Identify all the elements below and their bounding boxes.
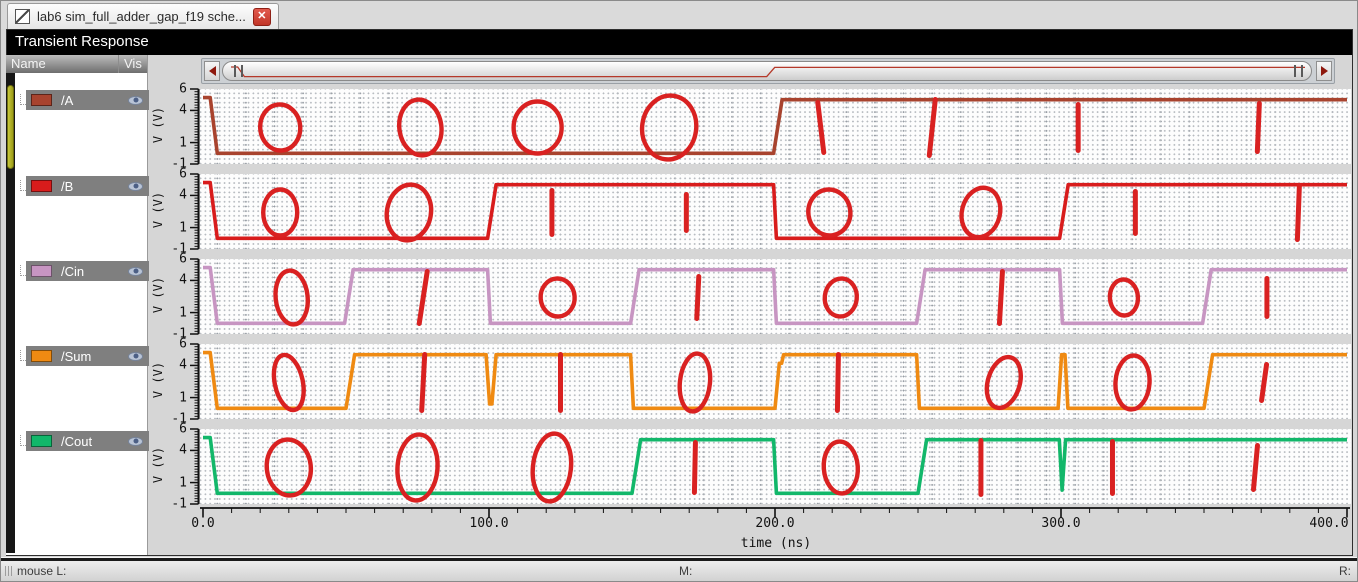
signal-row-Cout[interactable]: /Cout [26, 431, 149, 451]
plot-title: Transient Response [15, 33, 149, 50]
status-mouse-right: R: [1339, 564, 1351, 578]
y-tick-label: 4 [179, 272, 187, 288]
y-tick-label: 1 [179, 305, 187, 321]
tab-bar: lab6 sim_full_adder_gap_f19 sche... ✕ [1, 1, 1357, 29]
signal-panel-header: Name Vis [6, 55, 147, 73]
tree-branch-dots [20, 94, 26, 105]
signal-panel: Name Vis /A/B/Cin/Sum/Cout [6, 55, 149, 555]
signal-color-swatch [31, 94, 52, 106]
plot-area-Sum[interactable] [200, 344, 1351, 419]
thumb-grip-right[interactable] [1294, 65, 1303, 77]
x-axis-title: time (ns) [740, 536, 812, 551]
signal-color-swatch [31, 350, 52, 362]
y-tick-label: -1 [171, 156, 187, 172]
time-scrollbar-thumb[interactable] [222, 61, 1312, 81]
x-tick-label: 300.0 [1041, 516, 1081, 531]
status-bar: mouse L: M: R: [1, 561, 1357, 581]
signal-name: /B [61, 178, 74, 194]
y-tick-label: 4 [179, 187, 187, 203]
y-tick-label: -1 [171, 496, 187, 512]
close-icon: ✕ [257, 9, 267, 22]
y-tick-label: -1 [171, 241, 187, 257]
visibility-eye-icon[interactable] [128, 351, 143, 361]
signal-scrollbar-track[interactable] [6, 73, 15, 553]
y-axis-label: V (V) [151, 106, 165, 143]
statusbar-separator [1, 558, 1357, 561]
x-tick-label: 0.0 [191, 516, 215, 531]
signal-row-A[interactable]: /A [26, 90, 149, 110]
plot-area-Cin[interactable] [200, 259, 1351, 334]
y-tick-label: 6 [179, 166, 187, 182]
plot-area-Cout[interactable] [200, 429, 1351, 504]
y-tick-label: 1 [179, 475, 187, 491]
statusbar-separator-light [1, 557, 1357, 558]
plot-area-A[interactable] [200, 89, 1351, 164]
y-axis-label: V (V) [151, 276, 165, 313]
status-mouse-middle: M: [679, 564, 693, 578]
thumb-grip-left[interactable] [234, 65, 243, 77]
y-tick-label: 4 [179, 357, 187, 373]
statusbar-grip-icon [5, 566, 13, 576]
name-column-header[interactable]: Name [11, 56, 46, 71]
y-tick-label: 1 [179, 220, 187, 236]
right-arrow-icon [1320, 66, 1328, 76]
signal-row-Sum[interactable]: /Sum [26, 346, 149, 366]
y-tick-label: -1 [171, 411, 187, 427]
signal-name: /Sum [61, 348, 92, 364]
signal-name: /A [61, 92, 74, 108]
x-tick-label: 400.0 [1309, 516, 1349, 531]
scroll-right-button[interactable] [1316, 61, 1332, 81]
schematic-window-icon [15, 9, 30, 24]
overview-polyline [231, 66, 1305, 78]
y-tick-label: 1 [179, 390, 187, 406]
tree-branch-dots [20, 180, 26, 191]
y-axis-label: V (V) [151, 361, 165, 398]
signal-name: /Cin [61, 263, 85, 279]
y-tick-label: -1 [171, 326, 187, 342]
x-tick-label: 200.0 [755, 516, 795, 531]
y-tick-label: 1 [179, 135, 187, 151]
x-tick-label: 100.0 [469, 516, 509, 531]
tab-close-button[interactable]: ✕ [252, 7, 271, 26]
signal-row-B[interactable]: /B [26, 176, 149, 196]
plot-title-bar: Transient Response [6, 29, 1352, 55]
signal-name: /Cout [61, 433, 93, 449]
signal-row-Cin[interactable]: /Cin [26, 261, 149, 281]
status-mouse-left: mouse L: [17, 564, 67, 578]
vis-column-header[interactable]: Vis [118, 55, 142, 73]
tree-branch-dots [20, 265, 26, 276]
signal-scrollbar-thumb[interactable] [7, 85, 14, 169]
left-arrow-icon [208, 66, 216, 76]
tab-title: lab6 sim_full_adder_gap_f19 sche... [37, 9, 246, 24]
visibility-eye-icon[interactable] [128, 266, 143, 276]
signal-color-swatch [31, 180, 52, 192]
signal-color-swatch [31, 435, 52, 447]
y-axis-label: V (V) [151, 191, 165, 228]
tree-branch-dots [20, 435, 26, 446]
y-tick-label: 6 [179, 251, 187, 267]
scroll-left-button[interactable] [204, 61, 220, 81]
y-tick-label: 4 [179, 102, 187, 118]
y-tick-label: 6 [179, 81, 187, 97]
tree-branch-dots [20, 350, 26, 361]
visibility-eye-icon[interactable] [128, 95, 143, 105]
y-tick-label: 6 [179, 421, 187, 437]
plot-area-B[interactable] [200, 174, 1351, 249]
window-tab[interactable]: lab6 sim_full_adder_gap_f19 sche... ✕ [7, 3, 279, 29]
signal-overview-trace [231, 66, 1305, 78]
y-axis-label: V (V) [151, 446, 165, 483]
signal-color-swatch [31, 265, 52, 277]
visibility-eye-icon[interactable] [128, 436, 143, 446]
y-tick-label: 4 [179, 442, 187, 458]
y-tick-label: 6 [179, 336, 187, 352]
visibility-eye-icon[interactable] [128, 181, 143, 191]
